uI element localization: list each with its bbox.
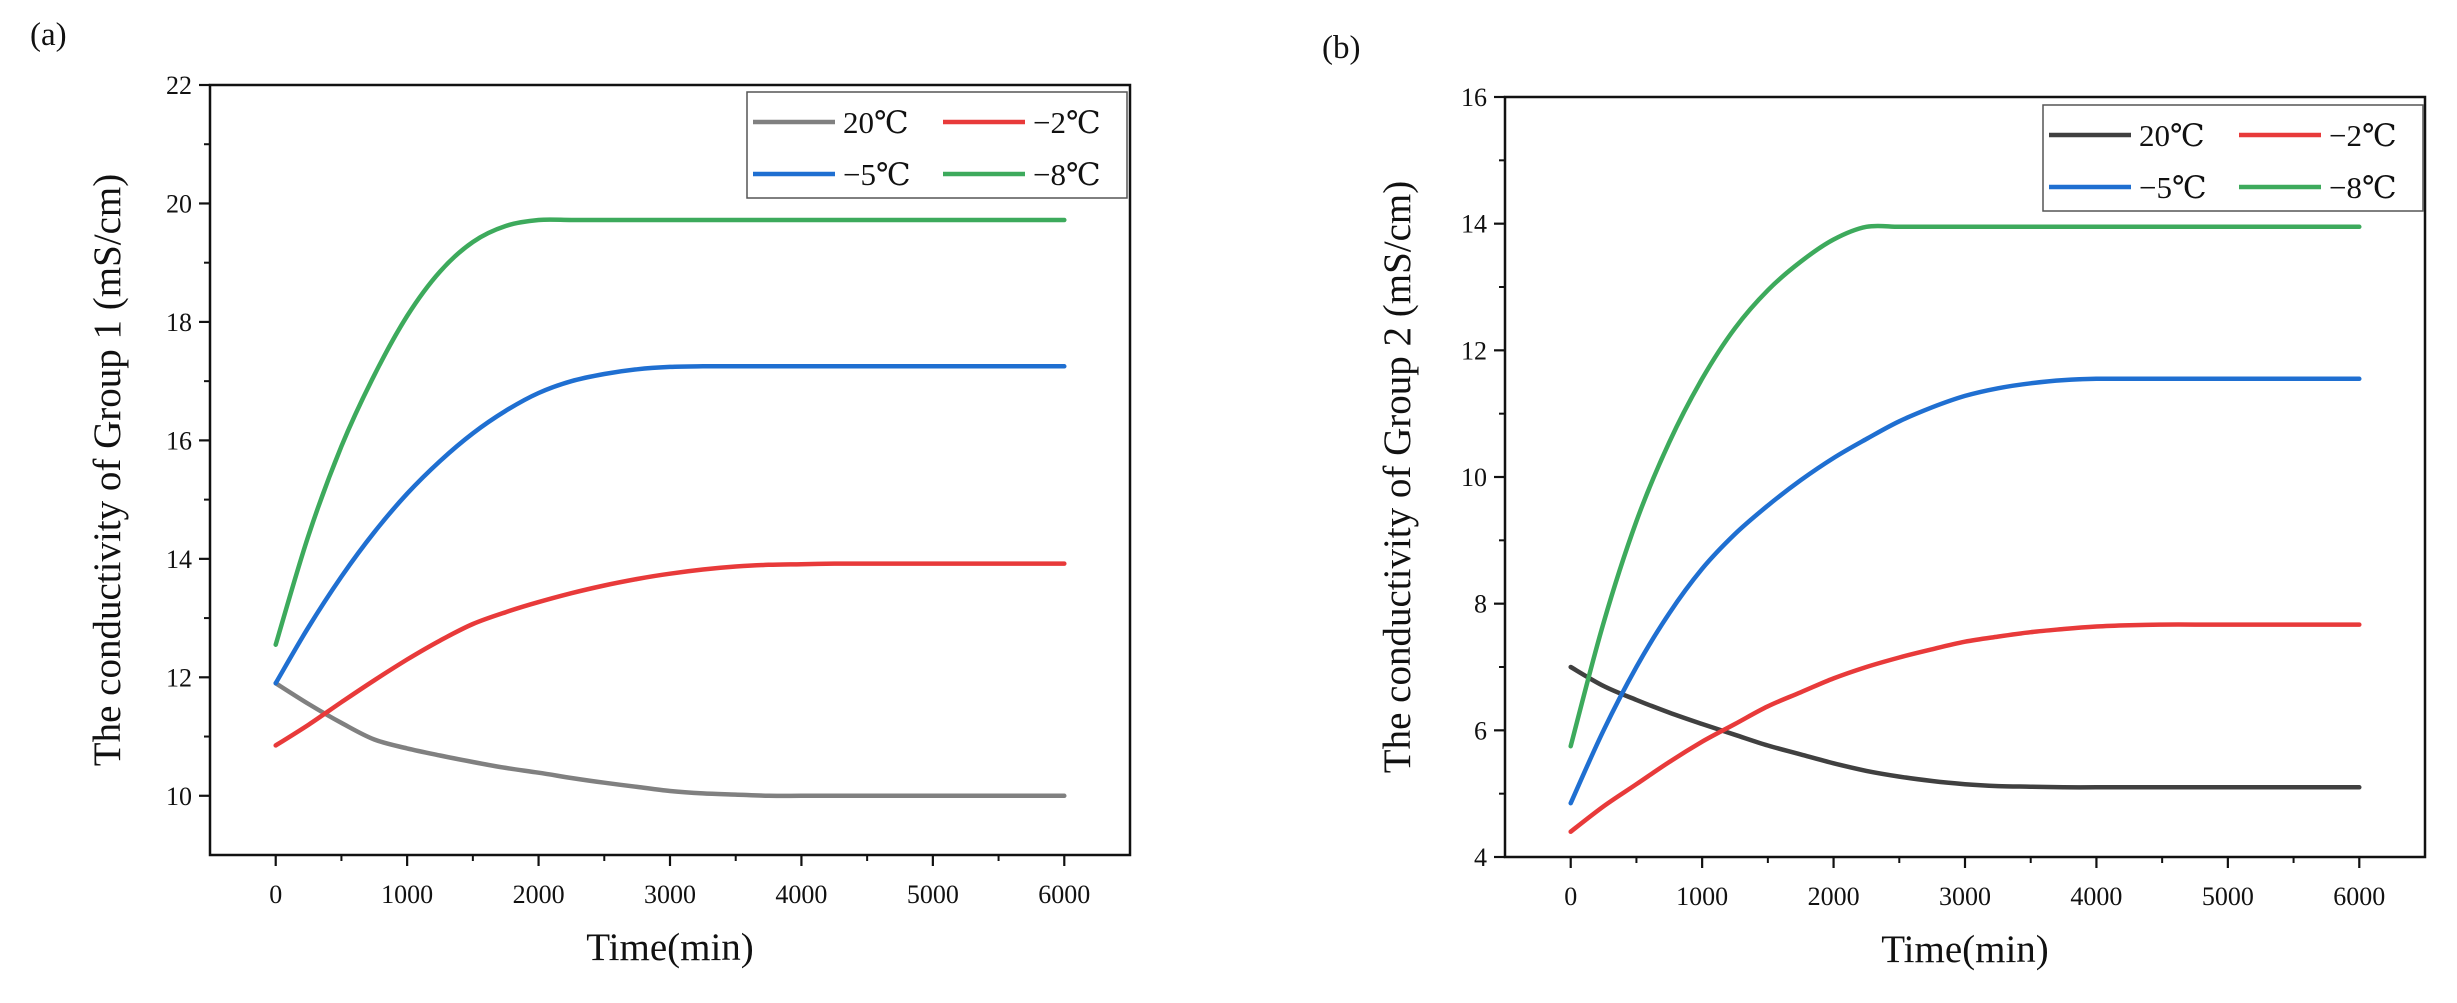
x-tick-label: 0 [269,880,282,909]
legend-label: −5℃ [2139,170,2207,205]
y-tick-label: 14 [1461,210,1487,239]
y-axis-title: The conductivity of Group 1 (mS/cm) [86,174,129,766]
series-line [273,561,1067,748]
y-tick-label: 20 [166,189,192,218]
panel-b: (b) 0 1000 2000 3000 4000 5000 6000 4 6 8 10 12 14 16 T… [1322,30,2427,971]
y-tick-label: 18 [166,308,192,337]
x-tick-label: 3000 [1939,882,1991,911]
y-tick-label: 14 [166,545,192,574]
series-line [273,364,1067,686]
series-line [1568,376,2362,806]
x-tick-label: 6000 [2333,882,2385,911]
panel-label: (a) [30,17,67,53]
legend-label: −8℃ [1033,157,1101,192]
legend-label: 20℃ [2139,118,2205,153]
legend-label: −5℃ [843,157,911,192]
x-tick-label: 5000 [2202,882,2254,911]
x-axis-title: Time(min) [1881,928,2049,971]
y-tick-label: 22 [166,71,192,100]
x-tick-label: 1000 [381,880,433,909]
y-tick-label: 12 [166,663,192,692]
panel-label: (b) [1322,30,1360,66]
y-tick-label: 16 [166,426,192,455]
x-axis-title: Time(min) [586,926,754,969]
y-tick-label: 6 [1474,716,1487,745]
series-line [1568,622,2362,834]
x-tick-label: 2000 [513,880,565,909]
x-tick-label: 2000 [1808,882,1860,911]
y-axis-title: The conductivity of Group 2 (mS/cm) [1376,181,1419,773]
x-tick-label: 5000 [907,880,959,909]
series-line [1568,223,2362,749]
panel-a: (a) 0 1000 2000 3000 4000 5000 6000 10 12 14 16 18 20… [30,17,1132,969]
y-tick-label: 8 [1474,590,1487,619]
y-tick-label: 16 [1461,83,1487,112]
y-tick-label: 10 [166,782,192,811]
series-line [1568,664,2362,790]
x-tick-label: 3000 [644,880,696,909]
legend-box [746,91,1128,199]
x-tick-label: 4000 [775,880,827,909]
x-tick-label: 4000 [2070,882,2122,911]
plot-frame [208,83,1132,857]
x-tick-label: 0 [1564,882,1577,911]
legend-label: −8℃ [2329,170,2397,205]
legend-label: 20℃ [843,105,909,140]
legend-label: −2℃ [2329,118,2397,153]
x-tick-label: 6000 [1038,880,1090,909]
series-line [273,217,1067,647]
series-line [273,680,1067,799]
legend-label: −2℃ [1033,105,1101,140]
legend-box [2042,104,2424,212]
x-tick-label: 1000 [1676,882,1728,911]
y-tick-label: 12 [1461,336,1487,365]
y-tick-label: 10 [1461,463,1487,492]
y-tick-label: 4 [1474,843,1487,872]
